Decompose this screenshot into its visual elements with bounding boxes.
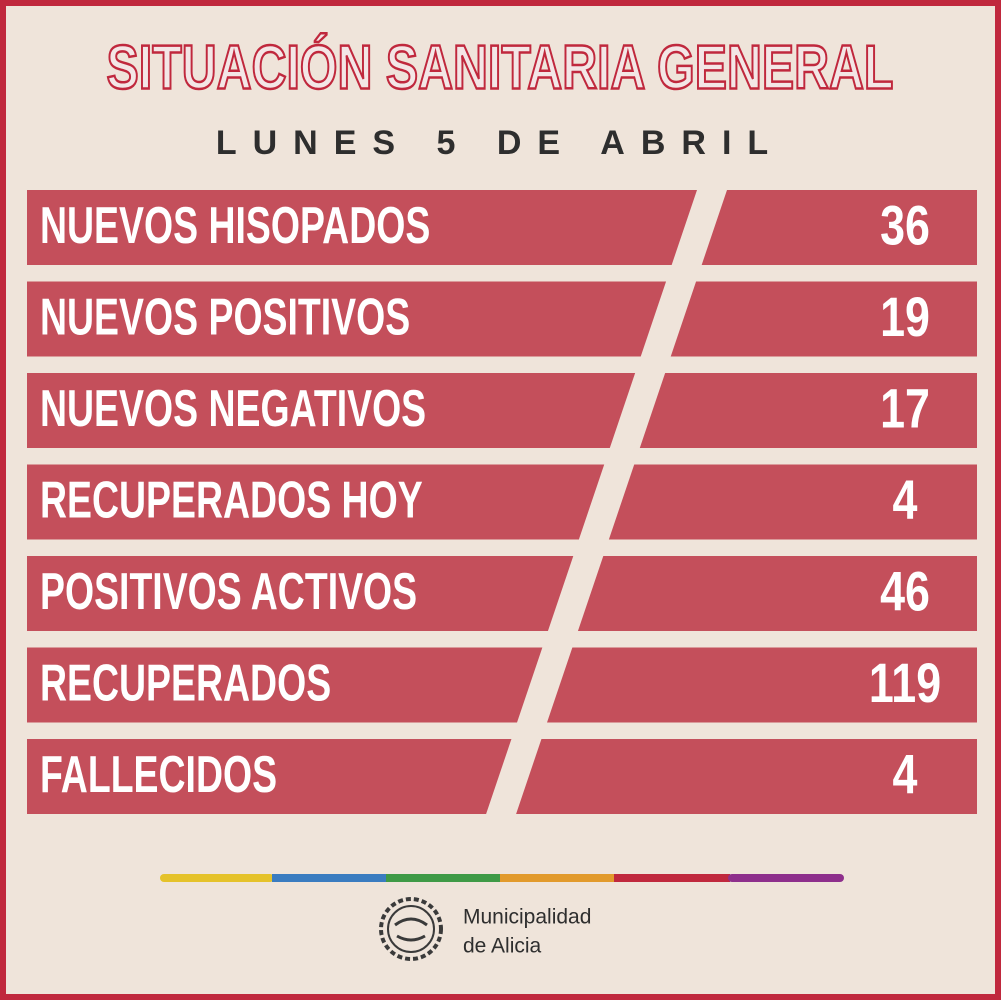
row-bar-right	[701, 190, 977, 265]
subtitle: LUNES 5 DE ABRIL	[216, 124, 784, 162]
row-value-group: 46	[880, 559, 930, 622]
row-bar-right	[670, 281, 977, 357]
row-label-group: POSITIVOS ACTIVOS	[40, 562, 417, 621]
row-bar-left	[27, 281, 667, 357]
row-label: NUEVOS NEGATIVOS	[40, 379, 426, 438]
row-bar-left	[27, 739, 512, 814]
row-label-group: NUEVOS NEGATIVOS	[40, 379, 426, 438]
row-label: FALLECIDOS	[40, 745, 277, 804]
row-label: RECUPERADOS HOY	[40, 471, 423, 530]
row-value-group: 4	[893, 468, 918, 531]
row-label-group: NUEVOS HISOPADOS	[40, 196, 430, 255]
row-label-group: NUEVOS POSITIVOS	[40, 288, 410, 347]
row-label-group: FALLECIDOS	[40, 745, 277, 804]
footer-line: Municipalidad	[463, 906, 591, 929]
row-bar-left	[27, 373, 636, 448]
row-bar-right	[639, 373, 977, 448]
row-bar-right	[577, 556, 977, 631]
row-bar-right	[608, 464, 977, 540]
row-label: RECUPERADOS	[40, 654, 331, 713]
row-value-group: 17	[880, 376, 930, 439]
footer-line: de Alicia	[463, 935, 542, 958]
row-value: 4	[893, 468, 918, 531]
row-bar-right	[516, 739, 977, 814]
row-value-group: 36	[880, 193, 930, 256]
logo	[379, 897, 443, 961]
row-label: NUEVOS POSITIVOS	[40, 288, 410, 347]
row-value: 36	[880, 193, 930, 256]
row-value-group: 119	[869, 651, 941, 714]
row-label-group: RECUPERADOS	[40, 654, 331, 713]
row-value: 4	[893, 742, 918, 805]
rainbow-line	[160, 874, 844, 882]
rows: NUEVOS HISOPADOS 36 NUEVOS POSITIVOS 19 NUEV…	[27, 190, 977, 814]
row-value-group: 19	[880, 285, 930, 348]
row-label-group: RECUPERADOS HOY	[40, 471, 423, 530]
row-label: POSITIVOS ACTIVOS	[40, 562, 417, 621]
row-bar-right	[547, 647, 977, 723]
row-bar-left	[27, 556, 574, 631]
row-value-group: 4	[893, 742, 918, 805]
row-value: 19	[880, 285, 930, 348]
row-label: NUEVOS HISOPADOS	[40, 196, 430, 255]
row-value: 119	[869, 651, 941, 714]
row-value: 17	[880, 376, 930, 439]
title: SITUACIÓN SANITARIA GENERAL	[107, 33, 894, 102]
row-bar-left	[27, 464, 605, 540]
row-value: 46	[880, 559, 930, 622]
row-bar-left	[27, 190, 697, 265]
row-bar-left	[27, 647, 543, 723]
